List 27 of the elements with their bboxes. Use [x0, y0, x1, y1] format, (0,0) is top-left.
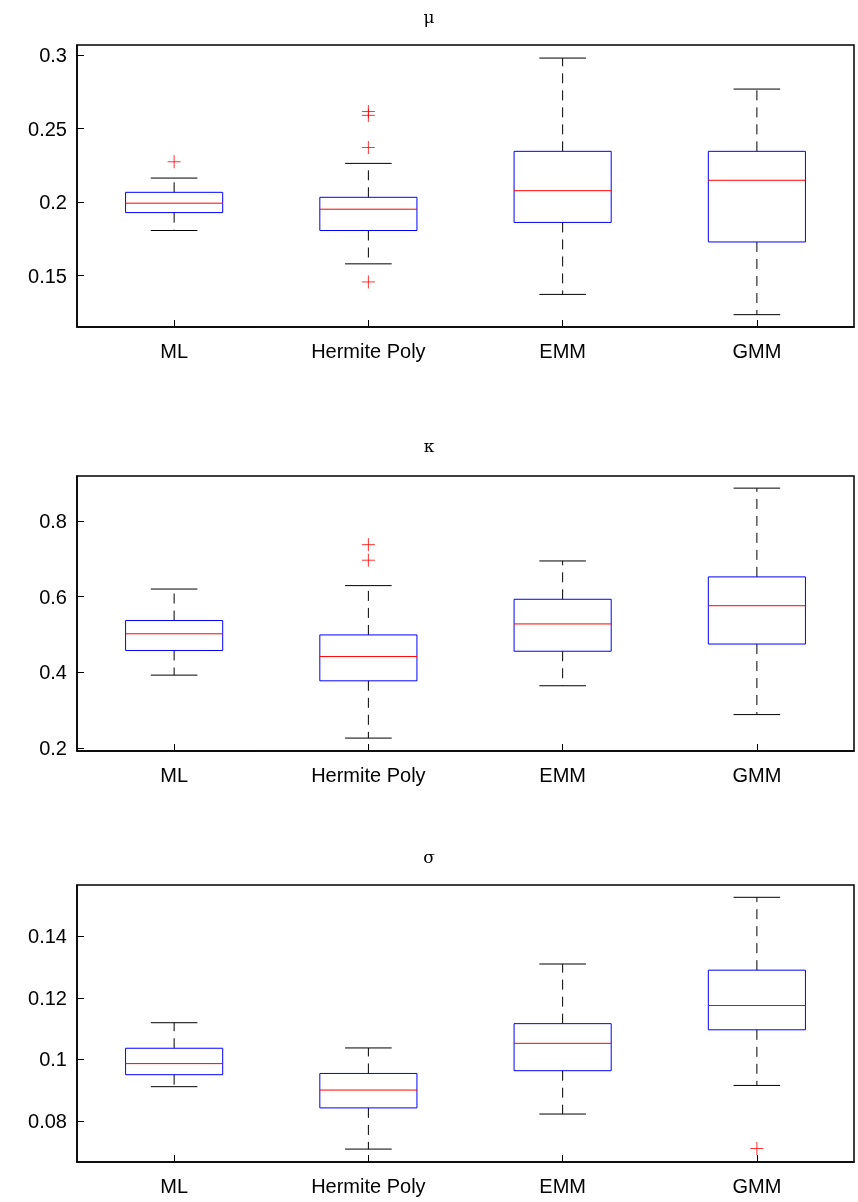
x-tick-label: EMM [539, 340, 586, 362]
y-tick-label: 0.1 [39, 1048, 67, 1071]
y-tick-label: 0.14 [28, 925, 67, 948]
y-tick-label: 0.2 [39, 737, 67, 760]
y-tick-label: 0.15 [28, 264, 67, 287]
x-tick-label: ML [160, 340, 189, 362]
y-tick-label: 0.6 [39, 585, 67, 608]
x-tick-label: Hermite Poly [311, 764, 426, 786]
x-tick-label: GMM [732, 340, 782, 362]
y-tick-label: 0.08 [28, 1109, 67, 1132]
chart-title: μ [423, 6, 435, 27]
x-tick-label: GMM [732, 1175, 782, 1197]
x-tick-label: GMM [732, 764, 782, 786]
y-tick-label: 0.12 [28, 986, 67, 1009]
x-tick-label: EMM [539, 1175, 586, 1197]
y-tick-label: 0.2 [39, 191, 67, 214]
x-tick-label: EMM [539, 764, 586, 786]
chart-title: κ [423, 435, 435, 456]
x-tick-label: ML [160, 1175, 189, 1197]
y-tick-label: 0.4 [39, 661, 67, 684]
chart-title: σ [423, 846, 436, 867]
x-tick-label: Hermite Poly [311, 340, 426, 362]
y-tick-label: 0.3 [39, 44, 67, 67]
x-tick-label: ML [160, 764, 189, 786]
x-tick-label: Hermite Poly [311, 1175, 426, 1197]
y-tick-label: 0.8 [39, 509, 67, 532]
y-tick-label: 0.25 [28, 117, 67, 140]
